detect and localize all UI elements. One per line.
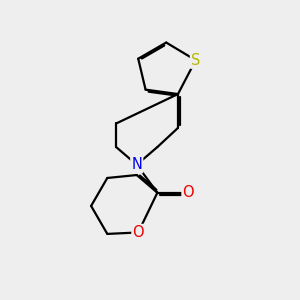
Text: N: N — [131, 157, 142, 172]
Text: O: O — [132, 225, 144, 240]
Text: O: O — [182, 185, 194, 200]
Text: S: S — [191, 53, 200, 68]
